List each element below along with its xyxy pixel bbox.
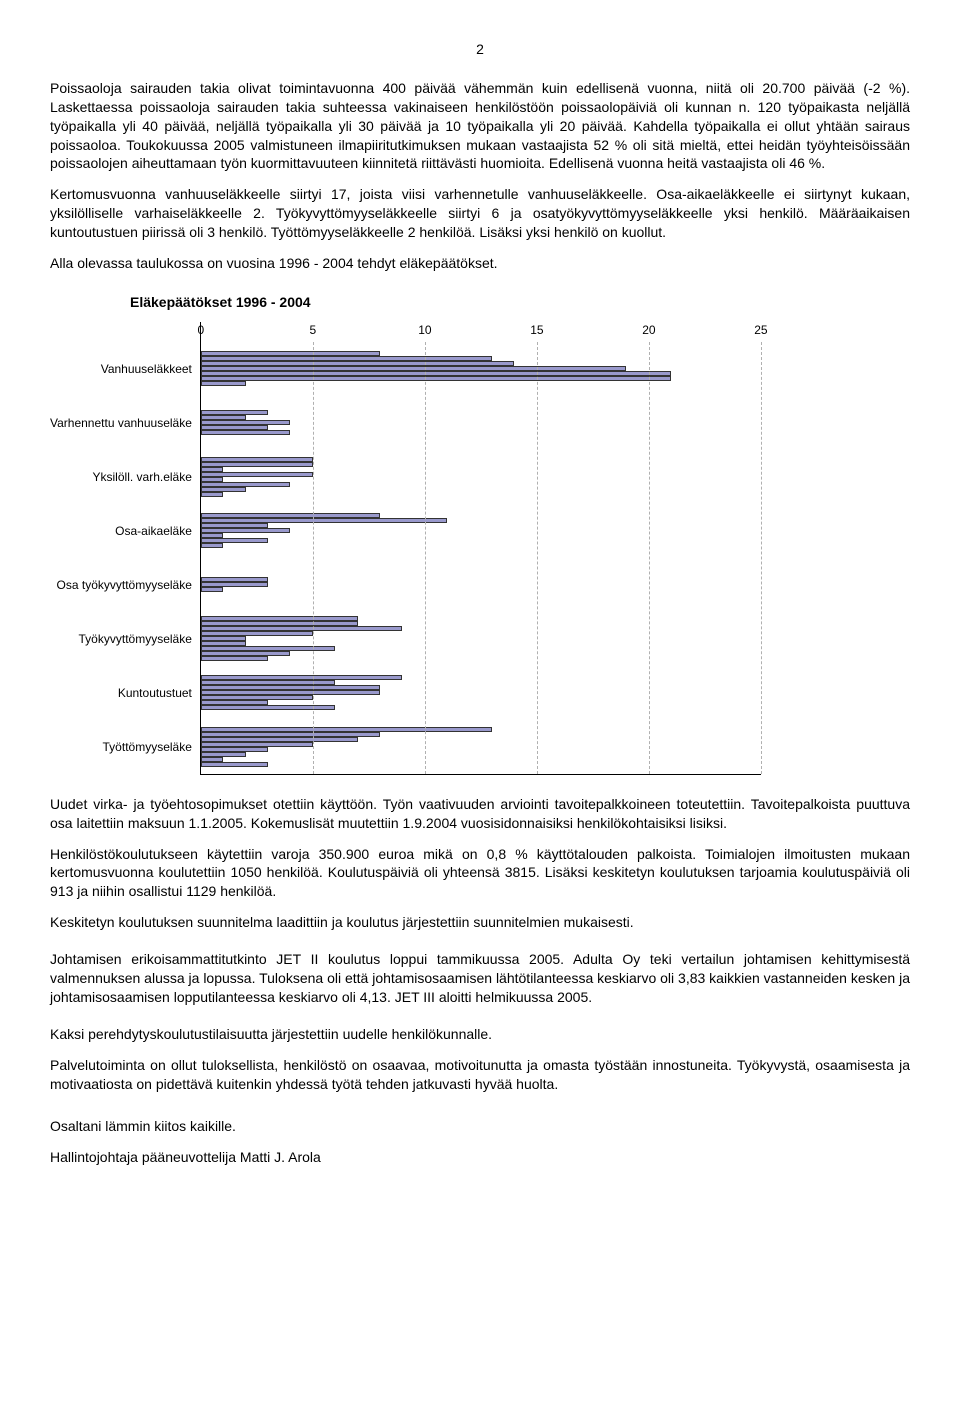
bar — [201, 705, 335, 710]
paragraph-6: Keskitetyn koulutuksen suunnitelma laadi… — [50, 913, 910, 932]
chart-title: Eläkepäätökset 1996 - 2004 — [130, 293, 910, 312]
y-category-label: Kuntoutustuet — [50, 666, 192, 720]
y-category-label: Työkyvyttömyyseläke — [50, 612, 192, 666]
grid-line — [649, 342, 650, 774]
paragraph-7: Johtamisen erikoisammattitutkinto JET II… — [50, 950, 910, 1007]
y-category-label: Vanhuuseläkkeet — [50, 342, 192, 396]
bar — [201, 543, 223, 548]
paragraph-1: Poissaoloja sairauden takia olivat toimi… — [50, 79, 910, 173]
paragraph-3: Alla olevassa taulukossa on vuosina 1996… — [50, 254, 910, 273]
paragraph-10: Osaltani lämmin kiitos kaikille. — [50, 1117, 910, 1136]
paragraph-9: Palvelutoiminta on ollut tuloksellista, … — [50, 1056, 910, 1094]
paragraph-4: Uudet virka- ja työehtosopimukset otetti… — [50, 795, 910, 833]
bar — [201, 762, 268, 767]
page-number: 2 — [50, 40, 910, 59]
bar — [201, 430, 291, 435]
grid-line — [425, 342, 426, 774]
grid-line — [313, 342, 314, 774]
bar — [201, 376, 671, 381]
bar — [201, 381, 246, 386]
bar — [201, 587, 223, 592]
y-category-label: Työttömyyseläke — [50, 720, 192, 774]
bar-group — [201, 342, 761, 396]
x-tick-label: 20 — [642, 322, 655, 338]
y-category-label: Osa-aikaeläke — [50, 504, 192, 558]
bar-group — [201, 558, 761, 612]
paragraph-5: Henkilöstökoulutukseen käytettiin varoja… — [50, 845, 910, 902]
y-category-label: Osa työkyvyttömyyseläke — [50, 558, 192, 612]
x-tick-label: 10 — [418, 322, 431, 338]
bar-group — [201, 504, 761, 558]
paragraph-8: Kaksi perehdytyskoulutustilaisuutta järj… — [50, 1025, 910, 1044]
y-category-label: Varhennettu vanhuuseläke — [50, 396, 192, 450]
bar-group — [201, 396, 761, 450]
bar — [201, 656, 268, 661]
bar-group — [201, 612, 761, 666]
x-tick-label: 5 — [310, 322, 317, 338]
bar-group — [201, 666, 761, 720]
bar-chart: VanhuuseläkkeetVarhennettu vanhuuseläkeY… — [50, 322, 910, 775]
paragraph-11: Hallintojohtaja pääneuvottelija Matti J.… — [50, 1148, 910, 1167]
bar — [201, 492, 223, 497]
bar-group — [201, 450, 761, 504]
x-tick-label: 0 — [198, 322, 205, 338]
grid-line — [761, 342, 762, 774]
y-category-label: Yksilöll. varh.eläke — [50, 450, 192, 504]
paragraph-2: Kertomusvuonna vanhuuseläkkeelle siirtyi… — [50, 185, 910, 242]
grid-line — [537, 342, 538, 774]
bar-group — [201, 720, 761, 774]
x-tick-label: 15 — [530, 322, 543, 338]
x-tick-label: 25 — [754, 322, 767, 338]
